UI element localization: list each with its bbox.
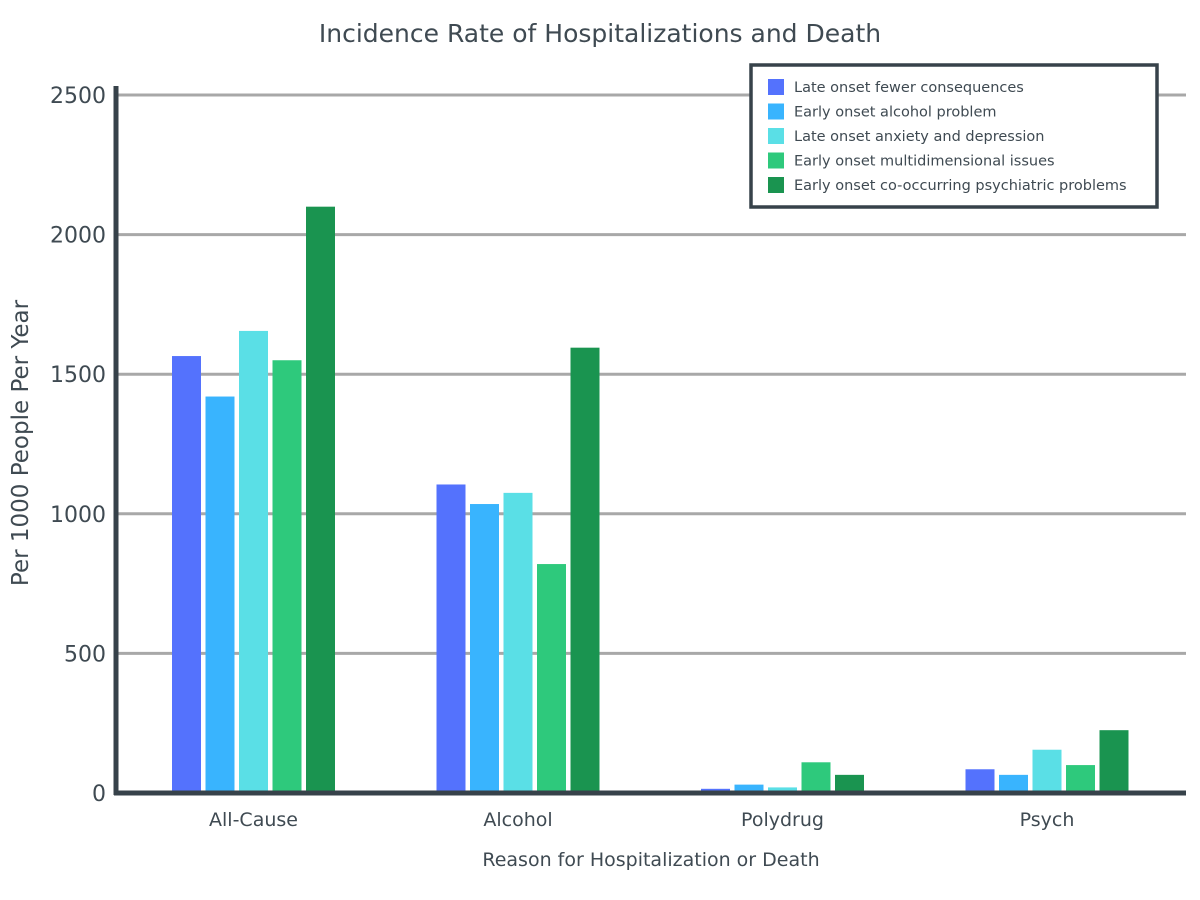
bar: [436, 484, 466, 793]
legend-label: Late onset fewer consequences: [794, 80, 1024, 96]
chart-title: Incidence Rate of Hospitalizations and D…: [319, 19, 881, 48]
legend-swatch: [768, 152, 784, 169]
bar: [1032, 749, 1062, 793]
y-tick-label: 1500: [50, 363, 106, 388]
y-tick-label: 0: [92, 782, 106, 807]
y-tick-label: 1000: [50, 503, 106, 528]
bar: [835, 774, 864, 793]
y-axis-title: Per 1000 People Per Year: [8, 299, 34, 586]
bar: [965, 769, 995, 793]
legend-box: [749, 63, 1159, 209]
legend-label: Early onset alcohol problem: [794, 105, 997, 121]
legend-label: Early onset multidimensional issues: [794, 154, 1055, 170]
x-tick-labels: All-Cause Alcohol Polydrug Psych: [209, 809, 1074, 831]
bar: [1099, 730, 1129, 793]
x-tick-label: Polydrug: [741, 809, 824, 831]
y-tick-label: 500: [64, 642, 106, 667]
bar: [470, 504, 499, 793]
bar: [1066, 765, 1095, 793]
legend: Late onset fewer consequences Early onset…: [749, 63, 1159, 209]
bar: [503, 492, 533, 793]
bar: [801, 762, 831, 793]
x-tick-label: Psych: [1020, 809, 1075, 831]
bar: [306, 206, 335, 793]
bar: [570, 347, 600, 793]
legend-label: Late onset anxiety and depression: [794, 129, 1044, 145]
y-tick-labels: 0 500 1000 1500 2000 2500: [50, 84, 106, 807]
bar: [734, 784, 764, 793]
y-tick-label: 2000: [50, 224, 106, 249]
legend-label: Early onset co-occurring psychiatric pro…: [794, 178, 1127, 194]
legend-swatch: [768, 128, 784, 144]
bar: [205, 396, 235, 793]
x-tick-label: Alcohol: [483, 809, 552, 831]
bar: [172, 356, 201, 793]
axes: [113, 86, 1186, 796]
bar: [537, 564, 566, 793]
x-tick-label: All-Cause: [209, 809, 298, 831]
bar: [239, 330, 268, 793]
y-tick-label: 2500: [50, 84, 106, 109]
bar: [272, 360, 302, 793]
bars: [172, 206, 1129, 793]
bar: [768, 787, 797, 793]
x-axis-title: Reason for Hospitalization or Death: [482, 849, 819, 871]
legend-swatch: [768, 103, 784, 120]
bar: [999, 774, 1028, 793]
legend-swatch: [768, 177, 784, 193]
legend-swatch: [768, 79, 784, 95]
